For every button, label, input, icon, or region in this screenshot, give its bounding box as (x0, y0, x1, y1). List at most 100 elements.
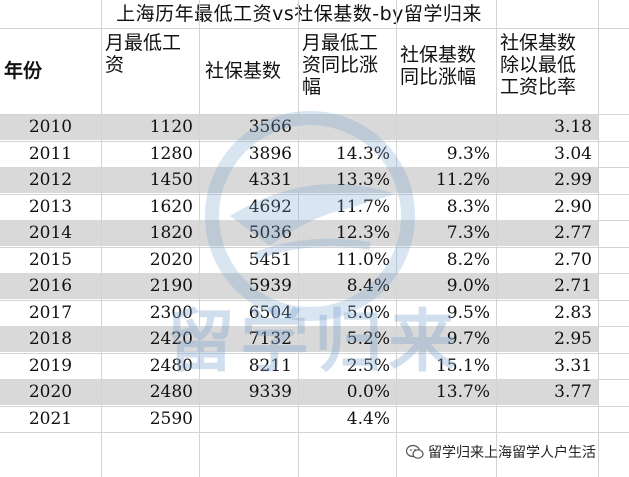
cell-min-wage: 1450 (149, 170, 193, 190)
cell-year: 2020 (28, 382, 73, 402)
table-header: 年份 月最低工 资 社保基数 月最低工 资同比涨 幅 社保基数 同比涨幅 社保基… (0, 28, 598, 114)
cell-year: 2019 (28, 355, 73, 376)
grid-line (0, 140, 629, 142)
grid-line (598, 0, 599, 477)
header-min-wage-growth: 月最低工 资同比涨 幅 (298, 28, 396, 114)
table-row: 2020 2480 9339 0.0% 13.7% 3.77 (0, 379, 598, 405)
table-row: 2015 2020 5451 11.0% 8.2% 2.70 (0, 247, 598, 273)
cell-social-base: 8211 (248, 355, 292, 376)
cell-year: 2010 (28, 117, 73, 137)
grid-line (0, 299, 629, 301)
cell-social-growth (396, 406, 496, 432)
cell-year: 2014 (28, 223, 73, 243)
cell-year: 2012 (28, 170, 73, 190)
cell-min-wage-growth: 13.3% (335, 170, 390, 190)
table-row: 2013 1620 4692 11.7% 8.3% 2.90 (0, 194, 598, 220)
header-ratio-line2: 除以最低 (500, 54, 577, 76)
cell-min-wage: 2480 (149, 382, 193, 402)
table-row: 2011 1280 3896 14.3% 9.3% 3.04 (0, 141, 598, 167)
cell-ratio: 2.71 (554, 276, 592, 296)
cell-social-base: 4331 (248, 170, 292, 190)
grid-line (0, 405, 629, 407)
header-min-wage-growth-line2: 资同比涨 (302, 54, 379, 76)
cell-min-wage-growth: 12.3% (335, 223, 390, 243)
cell-year: 2011 (28, 143, 73, 164)
cell-min-wage-growth: 11.7% (335, 196, 390, 217)
cell-social-base (199, 406, 298, 432)
cell-ratio (496, 406, 598, 432)
cell-social-growth: 9.3% (446, 143, 490, 164)
wechat-caption: 留学归来上海留学人户生活 (406, 441, 596, 463)
table-row: 2016 2190 5939 8.4% 9.0% 2.71 (0, 273, 598, 299)
grid-line (298, 0, 299, 477)
cell-min-wage: 2480 (149, 355, 193, 376)
cell-social-growth: 8.2% (446, 249, 490, 270)
cell-year: 2017 (28, 302, 73, 323)
cell-ratio: 2.99 (554, 170, 592, 190)
table-row: 2018 2420 7132 5.2% 9.7% 2.95 (0, 326, 598, 352)
header-ratio-line3: 工资比率 (500, 76, 577, 98)
grid-line (199, 0, 200, 477)
grid-line (0, 246, 629, 248)
cell-year: 2018 (28, 329, 73, 349)
grid-line (396, 0, 397, 477)
header-min-wage-growth-line3: 幅 (302, 76, 322, 98)
cell-min-wage: 1280 (149, 143, 193, 164)
cell-social-growth: 13.7% (435, 382, 490, 402)
sheet-title: 上海历年最低工资vs社保基数-by留学归来 (116, 3, 482, 25)
cell-min-wage: 2420 (149, 329, 193, 349)
cell-social-base: 5451 (248, 249, 292, 270)
header-year: 年份 (4, 60, 43, 82)
cell-social-growth: 15.1% (435, 355, 490, 376)
cell-min-wage-growth: 0.0% (346, 382, 390, 402)
cell-ratio: 3.04 (554, 143, 592, 164)
cell-ratio: 2.70 (554, 249, 592, 270)
cell-social-growth: 9.0% (446, 276, 490, 296)
header-min-wage: 月最低工 资 (101, 28, 199, 114)
cell-social-growth: 9.7% (446, 329, 490, 349)
cell-ratio: 2.90 (554, 196, 592, 217)
cell-min-wage-growth: 4.4% (346, 408, 390, 429)
header-ratio-line1: 社保基数 (500, 32, 577, 54)
cell-min-wage: 1120 (149, 117, 193, 137)
cell-min-wage-growth: 8.4% (346, 276, 390, 296)
cell-social-base: 5939 (248, 276, 292, 296)
header-min-wage-growth-line1: 月最低工 (302, 32, 379, 54)
cell-ratio: 2.95 (554, 329, 592, 349)
cell-min-wage: 2590 (149, 408, 193, 429)
header-min-wage-line1: 月最低工 (105, 32, 182, 54)
cell-social-growth: 11.2% (435, 170, 490, 190)
grid-line (0, 114, 629, 115)
table-row: 2010 1120 3566 3.18 (0, 114, 598, 140)
cell-ratio: 3.77 (554, 382, 592, 402)
cell-year: 2013 (28, 196, 73, 217)
cell-social-base: 3566 (248, 117, 292, 137)
header-social-base: 社保基数 (205, 60, 282, 82)
grid-line (0, 352, 629, 354)
cell-ratio: 3.18 (554, 117, 592, 137)
cell-social-growth: 9.5% (446, 302, 490, 323)
cell-min-wage-growth: 14.3% (335, 143, 390, 164)
cell-min-wage-growth: 2.5% (346, 355, 390, 376)
cell-social-base: 9339 (248, 382, 292, 402)
wechat-icon (406, 444, 424, 459)
cell-social-base: 4692 (248, 196, 292, 217)
header-min-wage-line2: 资 (105, 54, 125, 76)
cell-ratio: 2.83 (554, 302, 592, 323)
header-social-growth-line1: 社保基数 (400, 44, 477, 66)
cell-social-base: 5036 (248, 223, 292, 243)
cell-social-growth: 7.3% (446, 223, 490, 243)
header-social-growth: 社保基数 同比涨幅 (396, 28, 496, 114)
cell-min-wage-growth: 5.0% (346, 302, 390, 323)
cell-year: 2021 (28, 408, 73, 429)
grid-line (0, 193, 629, 195)
cell-min-wage: 1620 (149, 196, 193, 217)
cell-min-wage-growth (298, 114, 396, 140)
cell-year: 2015 (28, 249, 73, 270)
cell-min-wage: 2300 (149, 302, 193, 323)
header-ratio: 社保基数 除以最低 工资比率 (496, 28, 598, 114)
grid-line (101, 0, 102, 477)
wechat-caption-text: 留学归来上海留学人户生活 (428, 445, 596, 461)
table-row: 2019 2480 8211 2.5% 15.1% 3.31 (0, 353, 598, 379)
